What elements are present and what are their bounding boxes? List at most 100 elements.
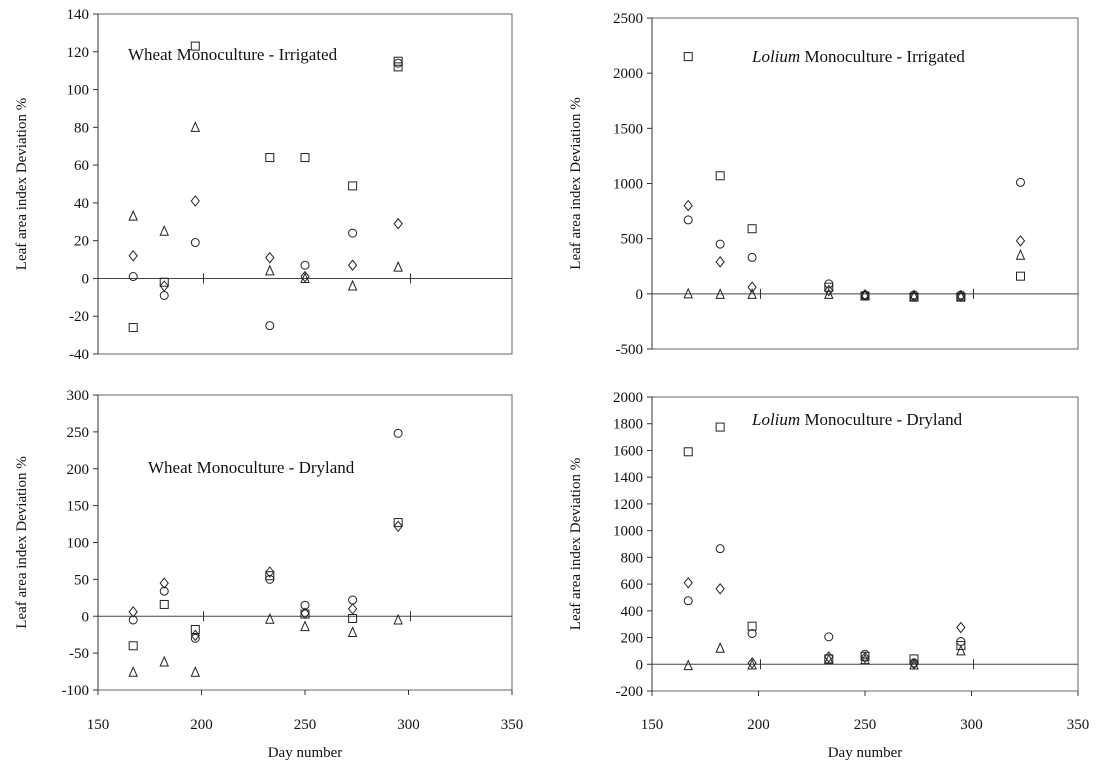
data-point-triangle-5 [860, 288, 870, 300]
data-point-triangle-3 [747, 288, 757, 299]
data-point-circle-5 [300, 260, 310, 270]
x-tick-label: 250 [294, 717, 317, 733]
panel-title: Wheat Monoculture - Irrigated [128, 45, 338, 64]
data-point-diamond-6 [909, 290, 919, 302]
data-point-triangle-5 [300, 620, 310, 632]
data-point-circle-6 [348, 595, 358, 605]
y-axis-label: Leaf area index Deviation % [568, 97, 584, 269]
data-point-diamond-3 [747, 281, 757, 294]
panel-title-italic: Lolium [751, 47, 800, 66]
data-point-square-7 [956, 641, 966, 651]
data-point-triangle-5 [300, 272, 310, 283]
data-point-square-6 [909, 654, 919, 664]
x-tick-label: 300 [960, 717, 983, 733]
y-tick-label: 400 [621, 604, 644, 620]
data-point-diamond-2 [159, 577, 169, 589]
data-point-circle-1 [683, 596, 693, 606]
y-tick-label: 60 [74, 158, 89, 174]
panel-title: Wheat Monoculture - Dryland [148, 458, 355, 477]
data-point-circle-4 [265, 321, 275, 331]
y-tick-label: 150 [67, 499, 90, 515]
data-point-square-1 [128, 641, 138, 651]
y-tick-label: 0 [636, 287, 644, 303]
data-point-square-2 [715, 422, 725, 432]
x-axis-label: Day number [268, 745, 343, 761]
data-point-diamond-7 [956, 290, 966, 302]
data-point-triangle-4 [824, 288, 834, 299]
data-point-square-3 [747, 621, 757, 631]
y-tick-label: 1500 [613, 121, 643, 137]
data-point-square-1 [128, 323, 138, 333]
y-tick-label: -200 [616, 684, 644, 700]
data-point-diamond-3 [190, 195, 200, 207]
plot-frame [97, 394, 513, 691]
data-point-square-8 [1015, 271, 1025, 281]
data-point-circle-4 [824, 279, 834, 289]
data-point-diamond-2 [715, 582, 725, 595]
data-point-triangle-3 [747, 658, 757, 670]
data-point-triangle-6 [909, 658, 919, 670]
data-point-diamond-1 [128, 249, 138, 262]
data-point-triangle-2 [159, 224, 170, 236]
data-point-square-7 [393, 518, 403, 528]
y-tick-label: 2500 [613, 11, 643, 27]
y-tick-label: -50 [69, 646, 89, 662]
y-tick-label: 200 [67, 462, 90, 478]
data-point-triangle-7 [393, 260, 403, 272]
data-point-circle-4 [824, 632, 834, 642]
y-axis-label: Leaf area index Deviation % [14, 98, 30, 270]
data-point-diamond-1 [128, 606, 138, 618]
data-point-square-2 [159, 277, 169, 287]
data-point-triangle-6 [347, 279, 358, 291]
y-tick-label: -40 [69, 347, 89, 363]
data-point-triangle-1 [128, 209, 138, 221]
y-tick-label: 800 [621, 550, 644, 566]
y-tick-label: 2000 [613, 390, 643, 406]
x-tick-label: 350 [501, 717, 524, 733]
data-point-square-1 [683, 52, 693, 62]
y-tick-label: 2000 [613, 66, 643, 82]
data-point-triangle-6 [347, 626, 358, 637]
y-tick-label: 1000 [613, 524, 643, 540]
chart-panel-1: -40 -20 0 20 40 60 80 100 120 140 Leaf area index … [14, 7, 513, 363]
data-point-circle-1 [683, 215, 693, 225]
y-tick-label: 140 [67, 7, 90, 23]
data-point-circle-2 [715, 544, 725, 554]
data-point-diamond-3 [190, 629, 200, 642]
data-point-diamond-4 [824, 284, 834, 297]
y-tick-label: 500 [621, 232, 644, 248]
data-point-diamond-7 [393, 217, 403, 230]
data-point-circle-4 [265, 574, 275, 584]
y-tick-label: 50 [74, 572, 89, 588]
data-point-circle-8 [1015, 177, 1025, 187]
y-tick-label: -20 [69, 309, 89, 325]
data-point-circle-6 [348, 228, 358, 238]
x-tick-label: 150 [641, 717, 664, 733]
data-point-square-4 [265, 153, 275, 163]
data-point-triangle-1 [683, 659, 693, 671]
y-tick-label: 1800 [613, 417, 643, 433]
x-tick-label: 250 [854, 717, 877, 733]
data-point-diamond-5 [300, 607, 310, 620]
y-tick-label: 0 [636, 657, 644, 673]
data-point-diamond-4 [265, 251, 275, 264]
data-point-circle-1 [128, 272, 138, 282]
data-point-triangle-6 [909, 289, 919, 301]
data-point-square-4 [824, 282, 834, 292]
data-point-diamond-2 [159, 280, 169, 292]
data-point-triangle-2 [715, 288, 725, 299]
data-point-diamond-6 [347, 603, 358, 615]
y-tick-label: 300 [67, 388, 90, 404]
data-point-square-7 [393, 62, 403, 72]
y-tick-label: 1200 [613, 497, 643, 513]
x-tick-label: 200 [190, 717, 213, 733]
data-point-triangle-7 [956, 644, 966, 656]
y-tick-label: -100 [62, 683, 90, 699]
data-point-diamond-4 [824, 651, 834, 663]
y-tick-label: 1400 [613, 470, 643, 486]
data-point-square-5 [300, 153, 310, 163]
data-point-circle-5 [300, 600, 310, 610]
panel-title-text: Wheat Monoculture - Dryland [148, 458, 355, 477]
y-tick-label: 600 [621, 577, 644, 593]
